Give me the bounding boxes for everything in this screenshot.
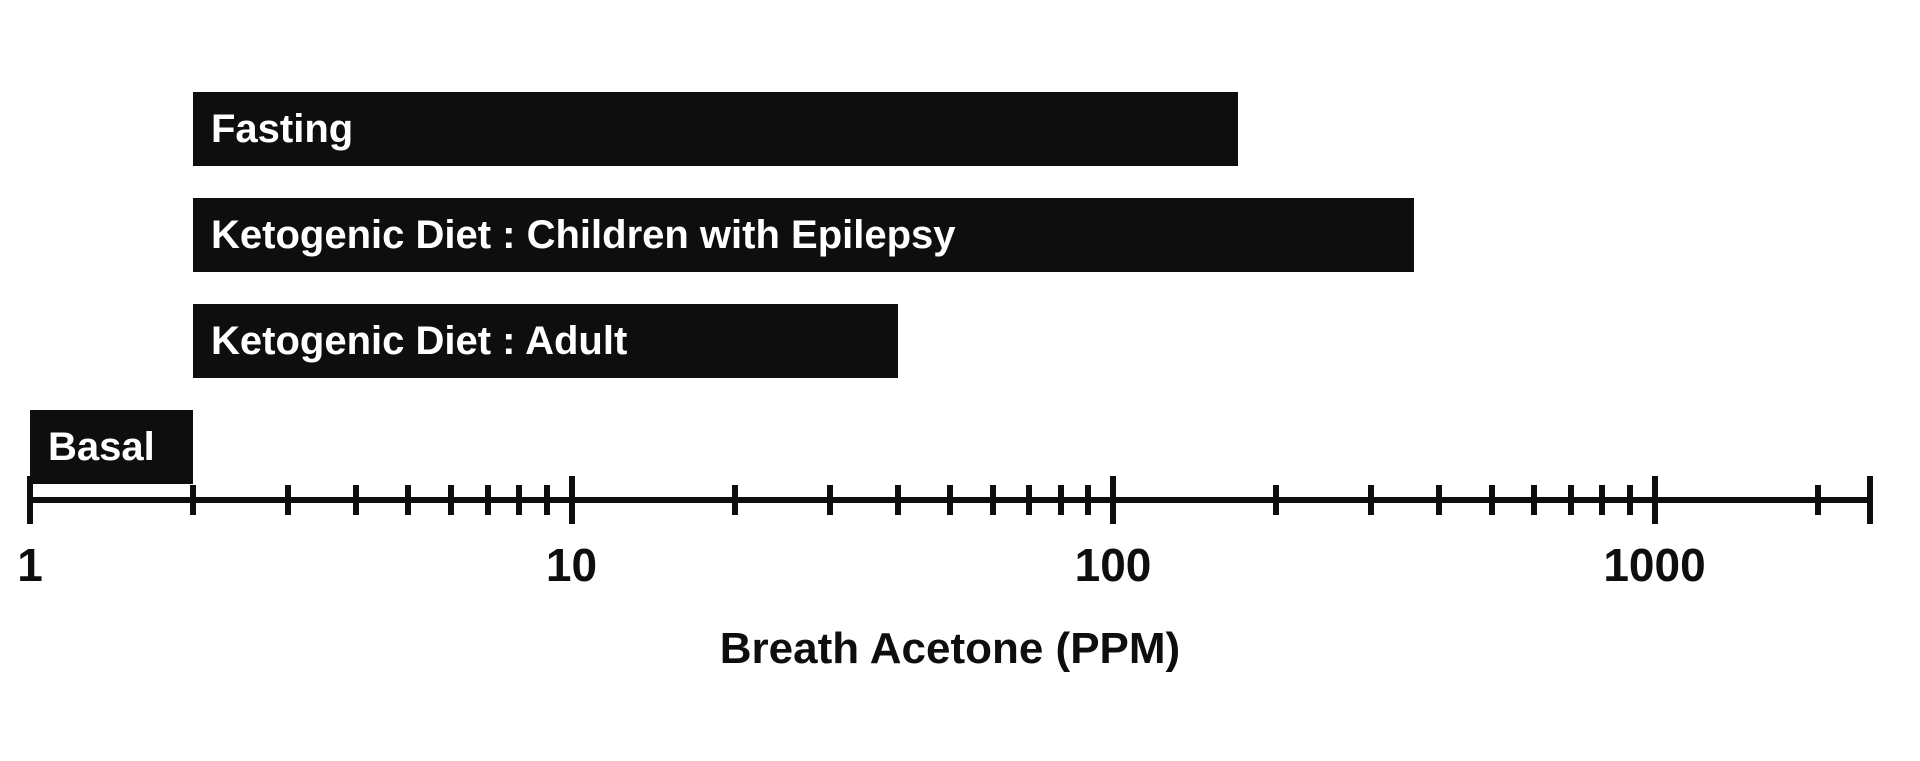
axis-tick (732, 485, 738, 515)
axis-tick (1489, 485, 1495, 515)
axis-tick (1531, 485, 1537, 515)
axis-tick-label: 100 (1075, 538, 1152, 592)
axis-tick (895, 485, 901, 515)
axis-endcap (1867, 476, 1873, 524)
axis-tick (1599, 485, 1605, 515)
bar: Basal (30, 410, 193, 484)
axis-tick (827, 485, 833, 515)
bar-label: Basal (30, 425, 155, 470)
axis-tick (1568, 485, 1574, 515)
bar-label: Ketogenic Diet : Children with Epilepsy (193, 213, 956, 258)
axis-tick (285, 485, 291, 515)
axis-tick (1110, 476, 1116, 524)
axis-tick (1026, 485, 1032, 515)
axis-tick-label: 1 (17, 538, 43, 592)
axis-tick (1652, 476, 1658, 524)
breath-acetone-chart: Fasting Ketogenic Diet : Children with Ep… (0, 0, 1920, 761)
x-axis-title: Breath Acetone (PPM) (720, 624, 1180, 674)
bar-label: Ketogenic Diet : Adult (193, 319, 627, 364)
axis-tick (544, 485, 550, 515)
axis-tick (990, 485, 996, 515)
axis-tick (1058, 485, 1064, 515)
axis-tick (1368, 485, 1374, 515)
axis-tick (1815, 485, 1821, 515)
axis-tick-label: 1000 (1603, 538, 1705, 592)
axis-tick (1627, 485, 1633, 515)
axis-tick (190, 485, 196, 515)
bar: Fasting (193, 92, 1238, 166)
axis-tick (405, 485, 411, 515)
axis-tick (485, 485, 491, 515)
axis-tick (569, 476, 575, 524)
bar: Ketogenic Diet : Children with Epilepsy (193, 198, 1414, 272)
bar: Ketogenic Diet : Adult (193, 304, 898, 378)
axis-tick (947, 485, 953, 515)
axis-tick (1273, 485, 1279, 515)
axis-tick (448, 485, 454, 515)
axis-tick (353, 485, 359, 515)
axis-tick (516, 485, 522, 515)
bar-label: Fasting (193, 107, 353, 152)
axis-tick (27, 476, 33, 524)
axis-tick (1085, 485, 1091, 515)
axis-tick-label: 10 (546, 538, 597, 592)
axis-tick (1436, 485, 1442, 515)
